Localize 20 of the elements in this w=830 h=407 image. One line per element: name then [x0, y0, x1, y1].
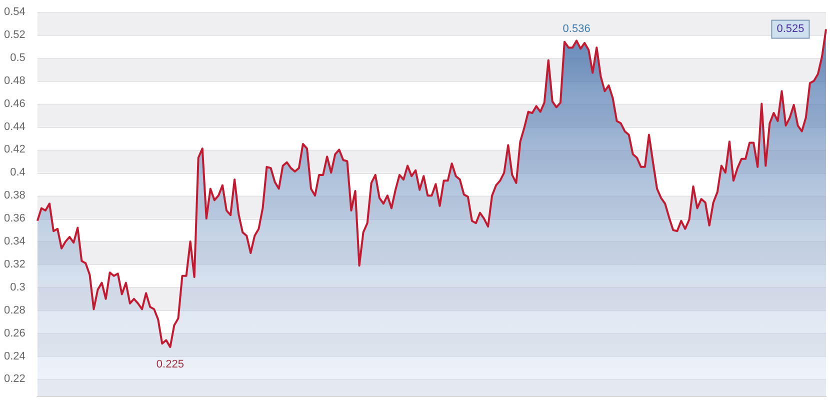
y-tick-label: 0.36 — [4, 212, 26, 225]
y-tick-label: 0.42 — [4, 144, 26, 156]
y-tick-label: 0.3 — [10, 281, 26, 294]
annotation: 0.225 — [156, 358, 184, 371]
y-tick-label: 0.24 — [4, 350, 26, 362]
y-tick-label: 0.22 — [4, 373, 26, 386]
annotation: 0.525 — [776, 23, 804, 36]
y-tick-label: 0.46 — [4, 98, 26, 110]
y-tick-label: 0.54 — [4, 6, 26, 18]
y-tick-label: 0.26 — [4, 327, 26, 340]
annotation: 0.536 — [562, 23, 590, 36]
y-tick-label: 0.28 — [4, 304, 26, 316]
y-tick-label: 0.4 — [10, 166, 26, 179]
y-tick-label: 0.34 — [4, 236, 26, 248]
y-tick-label: 0.38 — [4, 190, 26, 202]
y-tick-label: 0.48 — [4, 74, 26, 87]
y-tick-label: 0.44 — [4, 120, 26, 133]
y-tick-label: 0.5 — [10, 52, 26, 64]
y-tick-label: 0.32 — [4, 258, 26, 270]
y-tick-label: 0.52 — [4, 28, 26, 41]
